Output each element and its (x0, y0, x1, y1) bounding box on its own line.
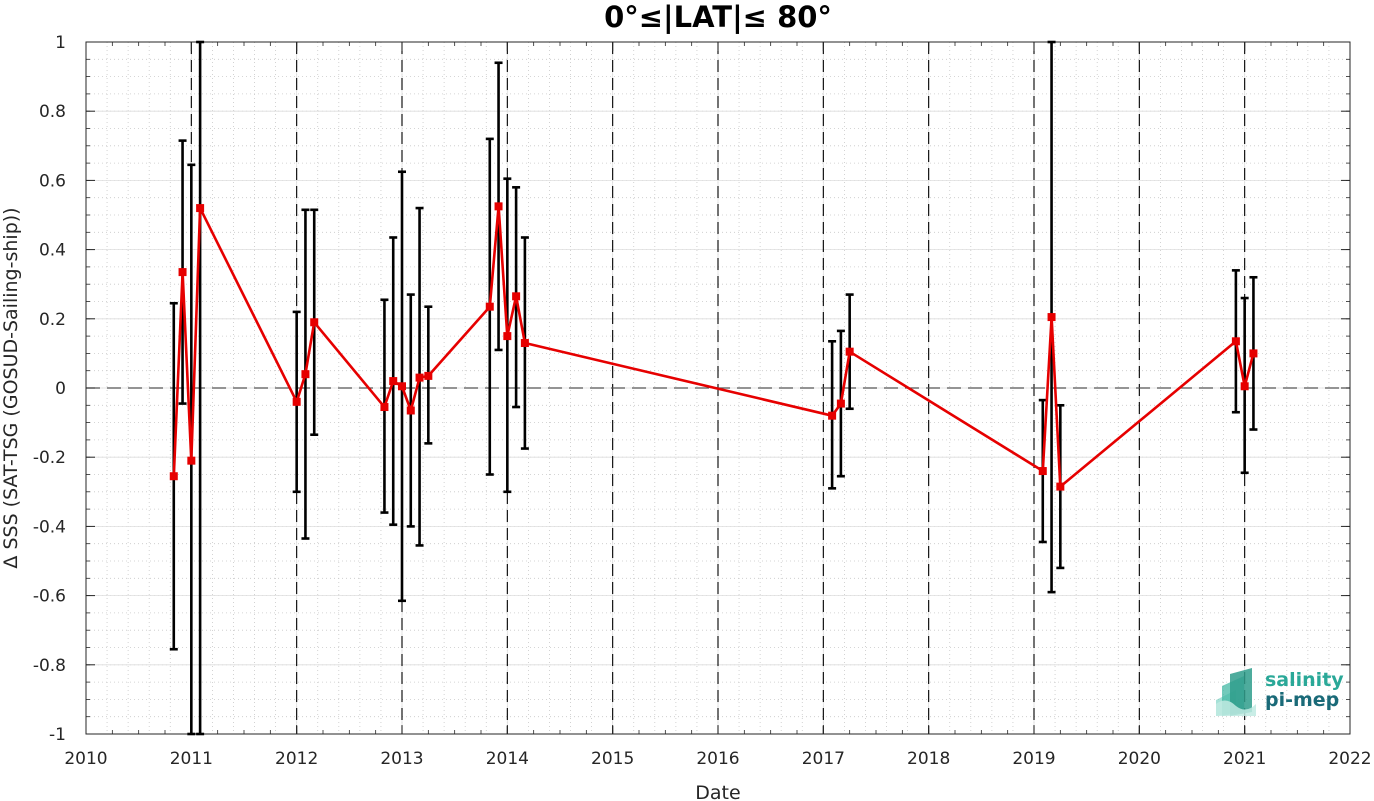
data-point (398, 382, 406, 391)
data-point (310, 318, 319, 327)
data-point (169, 472, 178, 481)
x-tick-label: 2016 (696, 749, 739, 769)
data-point (1056, 482, 1065, 491)
data-point (845, 347, 854, 356)
logo-mark-icon (1216, 668, 1256, 716)
data-point (836, 399, 845, 408)
y-tick-labels: -1 -0.8 -0.6 -0.4 -0.2 0 0.2 0.4 0.6 0.8 1 (33, 33, 66, 745)
x-tick-labels: 2010 2011 2012 2013 2014 2015 2016 2017 2018 2019… (64, 749, 1371, 769)
y-tick-label: -1 (49, 725, 66, 745)
data-point (485, 302, 494, 311)
y-tick-label: -0.6 (33, 587, 66, 607)
x-tick-label: 2019 (1012, 749, 1055, 769)
data-point (196, 204, 205, 213)
x-tick-label: 2010 (64, 749, 107, 769)
data-markers (169, 202, 1258, 491)
y-axis-label: Δ SSS (SAT-TSG (GOSUD-Sailing-ship)) (0, 207, 22, 568)
data-point (512, 292, 521, 301)
x-axis-label: Date (695, 782, 740, 801)
x-tick-label: 2022 (1328, 749, 1371, 769)
data-point (380, 403, 389, 412)
data-point (389, 377, 398, 386)
data-point (1047, 313, 1056, 322)
x-tick-label: 2020 (1118, 749, 1161, 769)
data-point (301, 370, 310, 379)
x-tick-label: 2021 (1223, 749, 1266, 769)
logo-text-salinity: salinity (1265, 669, 1344, 691)
x-tick-label: 2012 (275, 749, 318, 769)
data-point (1038, 467, 1047, 476)
data-point (424, 371, 433, 380)
x-tick-label: 2011 (170, 749, 213, 769)
x-tick-label: 2013 (380, 749, 423, 769)
data-point (828, 411, 837, 420)
y-tick-label: 1 (55, 33, 66, 53)
data-point (292, 397, 301, 406)
data-point (520, 339, 529, 348)
data-point (1249, 349, 1258, 358)
data-point (406, 406, 415, 415)
y-tick-label: -0.8 (33, 656, 66, 676)
data-point (494, 202, 503, 211)
y-tick-label: 0.4 (39, 241, 66, 261)
y-tick-label: -0.4 (33, 517, 66, 537)
y-tick-label: 0.2 (39, 310, 66, 330)
x-tick-label: 2018 (907, 749, 950, 769)
data-point (187, 456, 196, 465)
chart-title: 0°≤|LAT|≤ 80° (604, 0, 832, 34)
salinity-pi-mep-logo: salinity pi-mep (1216, 668, 1344, 716)
y-tick-label: 0 (55, 379, 66, 399)
data-point (415, 373, 424, 382)
data-point (1231, 337, 1240, 346)
data-point (1240, 382, 1249, 391)
data-point (178, 268, 187, 277)
axes (85, 41, 1351, 735)
logo-text-pi-mep: pi-mep (1265, 689, 1339, 711)
y-tick-label: 0.8 (39, 102, 66, 122)
y-tick-label: -0.2 (33, 448, 66, 468)
x-tick-label: 2015 (591, 749, 634, 769)
x-tick-label: 2017 (802, 749, 845, 769)
y-tick-label: 0.6 (39, 171, 66, 191)
data-point (503, 332, 512, 341)
x-tick-label: 2014 (486, 749, 529, 769)
